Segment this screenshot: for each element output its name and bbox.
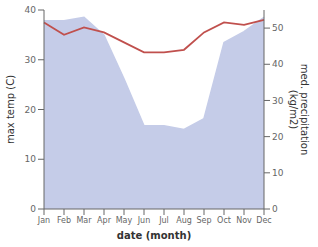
svg-text:20: 20 xyxy=(25,105,37,115)
svg-text:Aug: Aug xyxy=(176,216,192,225)
svg-text:0: 0 xyxy=(30,204,36,214)
svg-text:Dec: Dec xyxy=(256,216,271,225)
svg-text:max temp (C): max temp (C) xyxy=(8,75,16,144)
svg-text:0: 0 xyxy=(272,204,278,214)
svg-text:40: 40 xyxy=(272,59,284,69)
svg-text:40: 40 xyxy=(25,5,37,15)
svg-text:10: 10 xyxy=(272,168,284,178)
svg-text:med. precipitation(kg/m2): med. precipitation(kg/m2) xyxy=(288,64,310,156)
svg-text:Mar: Mar xyxy=(76,216,92,225)
svg-text:date (month): date (month) xyxy=(117,230,191,241)
svg-text:Nov: Nov xyxy=(236,216,252,225)
svg-text:Feb: Feb xyxy=(57,216,71,225)
svg-text:Apr: Apr xyxy=(97,216,112,225)
svg-text:10: 10 xyxy=(25,154,37,164)
svg-text:50: 50 xyxy=(272,23,284,33)
svg-text:Sep: Sep xyxy=(196,216,211,225)
svg-text:20: 20 xyxy=(272,132,284,142)
svg-text:30: 30 xyxy=(25,55,37,65)
svg-text:30: 30 xyxy=(272,96,284,106)
svg-text:Jun: Jun xyxy=(137,216,151,225)
svg-text:Jul: Jul xyxy=(158,216,169,225)
svg-text:May: May xyxy=(116,216,133,225)
svg-text:Oct: Oct xyxy=(217,216,231,225)
svg-text:Jan: Jan xyxy=(37,216,50,225)
